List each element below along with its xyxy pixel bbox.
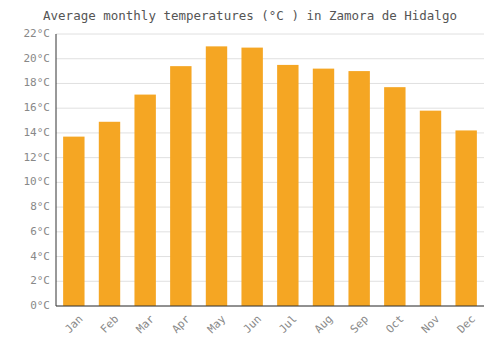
x-tick-label: Dec — [455, 313, 478, 336]
bar — [99, 122, 120, 306]
y-tick-label: 2°C — [30, 274, 50, 287]
x-tick-label: Mar — [134, 312, 158, 336]
grid-line — [56, 108, 484, 109]
x-tick-label: Jan — [62, 313, 85, 336]
title: Average monthly temperatures (°C ) in Za… — [43, 8, 457, 23]
y-tick-label: 8°C — [30, 200, 50, 213]
bar — [63, 137, 84, 306]
y-tick-label: 10°C — [24, 175, 51, 188]
x-tick-label: Sep — [348, 313, 371, 336]
y-tick-label: 6°C — [30, 225, 50, 238]
grid-line — [56, 58, 484, 59]
x-tick-label: Nov — [419, 312, 443, 336]
y-tick-label: 4°C — [30, 250, 50, 263]
bars — [63, 46, 477, 306]
y-axis-line — [56, 34, 57, 306]
x-tick-label: Oct — [383, 313, 406, 336]
x-axis: Jan Feb Mar Apr May Jun Jul Aug Sep Oct Nov Dec — [62, 312, 478, 336]
x-tick-label: Aug — [312, 313, 335, 336]
bar — [206, 46, 227, 306]
grid-line — [56, 306, 484, 307]
x-tick-label: Jun — [241, 313, 264, 336]
x-tick-label: Apr — [169, 312, 193, 336]
grid-line — [56, 34, 484, 35]
y-tick-label: 12°C — [24, 151, 51, 164]
y-axis: 0°C 2°C 4°C 6°C 8°C 10°C 12°C 14°C 16°C 18°C 20°C 2… — [24, 27, 51, 312]
y-tick-label: 18°C — [24, 76, 51, 89]
bar — [348, 71, 369, 306]
y-tick-label: 16°C — [24, 101, 51, 114]
bar — [277, 65, 298, 306]
bar — [420, 111, 441, 306]
x-axis-line — [56, 306, 484, 307]
bar — [455, 130, 476, 306]
x-tick-label: Jul — [276, 313, 299, 336]
y-tick-label: 14°C — [24, 126, 51, 139]
bar — [384, 87, 405, 306]
chart-container: 0°C 2°C 4°C 6°C 8°C 10°C 12°C 14°C 16°C 18°C 20°C 2… — [0, 0, 500, 350]
x-tick-label: May — [205, 312, 229, 336]
x-tick-label: Feb — [98, 313, 121, 336]
bar — [313, 69, 334, 306]
bar — [170, 66, 191, 306]
y-tick-label: 0°C — [30, 299, 50, 312]
grid-line — [56, 83, 484, 84]
y-tick-label: 20°C — [24, 52, 51, 65]
bar — [134, 95, 155, 306]
chart: 0°C 2°C 4°C 6°C 8°C 10°C 12°C 14°C 16°C 18°C 20°C 2… — [0, 0, 500, 350]
bar — [241, 48, 262, 306]
y-tick-label: 22°C — [24, 27, 51, 40]
grid — [56, 34, 484, 306]
